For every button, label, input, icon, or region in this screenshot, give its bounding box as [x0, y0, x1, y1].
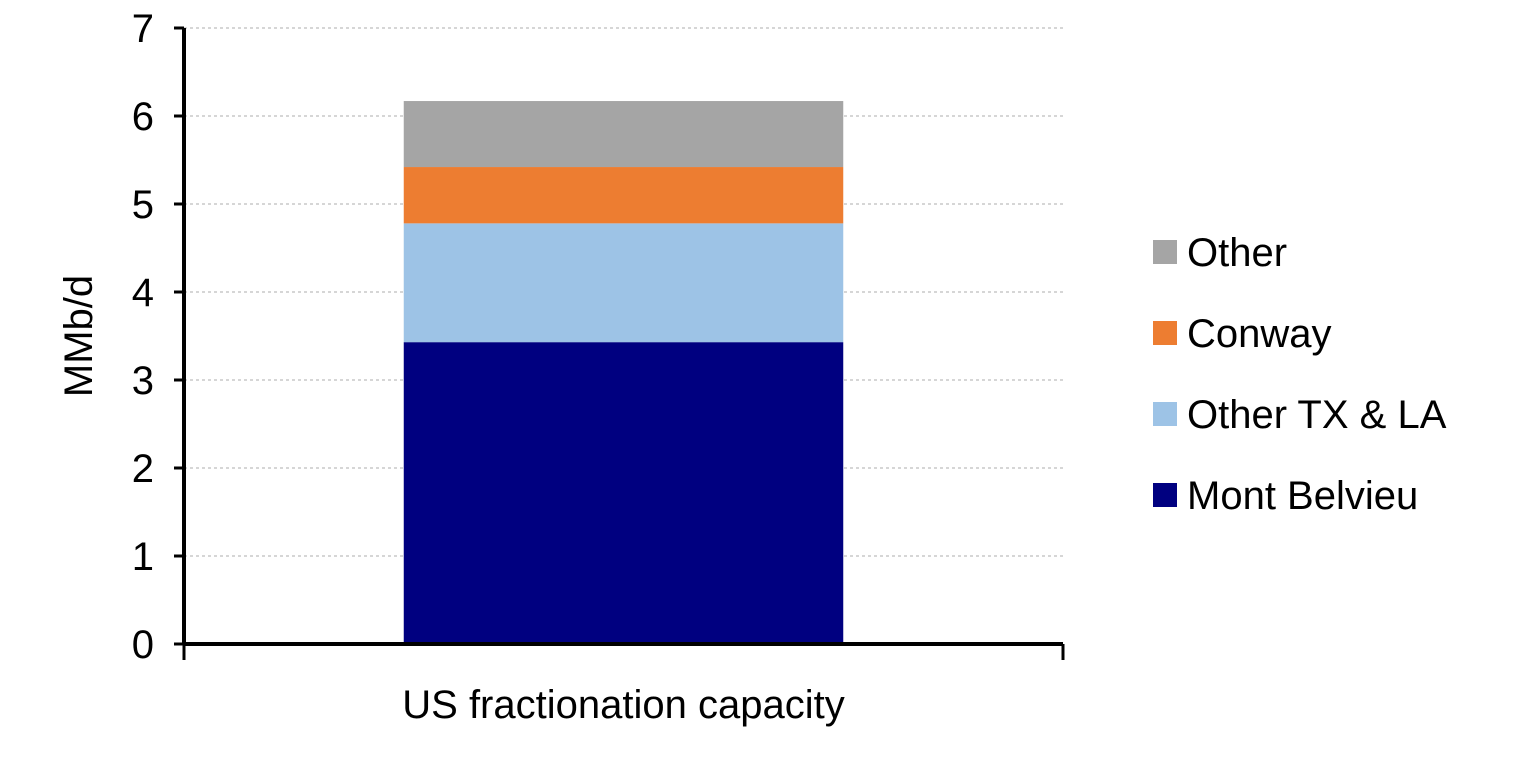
bar-segment-other	[403, 101, 844, 168]
legend-label-other: Other	[1187, 231, 1287, 275]
bar-segment-conway	[403, 167, 844, 224]
legend-swatch-other	[1153, 240, 1177, 264]
y-tick-label: 7	[132, 7, 154, 51]
legend-swatch-other-tx-la	[1153, 402, 1177, 426]
x-ticks: US fractionation capacity	[182, 644, 1065, 727]
legend-label-mont-belvieu: Mont Belvieu	[1187, 474, 1418, 518]
y-tick-label: 5	[132, 183, 154, 227]
bar-stack	[403, 101, 844, 644]
y-axis-title: MMb/d	[57, 275, 101, 397]
legend-label-conway: Conway	[1187, 312, 1332, 356]
y-tick-label: 2	[132, 447, 154, 491]
y-tick-label: 1	[132, 535, 154, 579]
axes	[182, 28, 1063, 646]
x-tick-label: US fractionation capacity	[402, 683, 844, 727]
legend: Other Conway Other TX & LA Mont Belvieu	[1153, 231, 1447, 518]
bar-segment-mont-belvieu	[403, 342, 844, 644]
y-tick-label: 6	[132, 95, 154, 139]
y-tick-label: 4	[132, 271, 154, 315]
legend-label-other-tx-la: Other TX & LA	[1187, 393, 1447, 437]
legend-swatch-conway	[1153, 321, 1177, 345]
y-tick-label: 3	[132, 359, 154, 403]
y-tick-label: 0	[132, 623, 154, 667]
y-ticks: 0 1 2 3 4 5 6 7	[132, 7, 184, 667]
bar-segment-other-tx-la	[403, 223, 844, 343]
legend-swatch-mont-belvieu	[1153, 483, 1177, 507]
